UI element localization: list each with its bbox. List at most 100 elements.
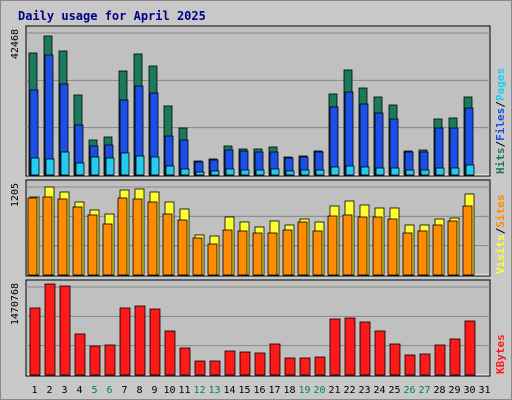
- day-label: 28: [433, 385, 445, 396]
- day-label: 18: [283, 385, 295, 396]
- bar-pages-day-6: [105, 157, 115, 176]
- bar-sites-day-16: [252, 232, 263, 276]
- bar-sites-day-8: [132, 198, 143, 276]
- bar-kbytes-day-3: [59, 285, 71, 376]
- bar-kbytes-day-22: [344, 317, 356, 376]
- day-label: 30: [463, 385, 475, 396]
- bar-files-day-24: [374, 112, 384, 176]
- bar-sites-day-21: [327, 215, 338, 276]
- bar-kbytes-day-12: [194, 360, 206, 376]
- bar-kbytes-day-21: [329, 318, 341, 376]
- day-label: 27: [418, 385, 430, 396]
- bar-pages-day-29: [450, 167, 460, 176]
- bar-kbytes-day-4: [74, 333, 86, 376]
- chart-title: Daily usage for April 2025: [18, 9, 206, 23]
- bar-sites-day-19: [297, 221, 308, 276]
- bar-pages-day-8: [135, 155, 145, 176]
- bar-sites-day-17: [267, 232, 278, 276]
- bar-pages-day-19: [300, 169, 310, 176]
- bar-pages-day-12: [195, 171, 205, 176]
- bar-pages-day-14: [225, 168, 235, 176]
- day-label: 13: [208, 385, 220, 396]
- bar-kbytes-day-13: [209, 360, 221, 376]
- legend-entry: /: [494, 141, 507, 148]
- bar-kbytes-day-11: [179, 347, 191, 376]
- bar-sites-day-3: [57, 198, 68, 276]
- bar-sites-day-30: [462, 205, 473, 276]
- bar-kbytes-day-30: [464, 320, 476, 376]
- bar-pages-day-30: [465, 164, 475, 176]
- bar-sites-day-15: [237, 230, 248, 276]
- day-label: 5: [91, 385, 97, 396]
- bar-kbytes-day-26: [404, 354, 416, 376]
- axis-max-label: 1470768: [10, 283, 21, 325]
- bar-sites-day-13: [207, 243, 218, 276]
- bar-kbytes-day-24: [374, 330, 386, 376]
- bar-kbytes-day-2: [44, 283, 56, 376]
- legend-entry: /: [494, 227, 507, 234]
- chart-panels: 42468 Hits/Files/Pages 1205 Visits/Sites 147…: [10, 25, 507, 377]
- series-pages: [30, 151, 475, 176]
- bar-kbytes-day-20: [314, 356, 326, 376]
- bar-sites-day-23: [357, 216, 368, 276]
- bar-sites-day-1: [27, 197, 38, 276]
- bar-sites-day-14: [222, 229, 233, 276]
- day-label: 12: [193, 385, 205, 396]
- bar-kbytes-day-10: [164, 330, 176, 376]
- bar-sites-day-6: [102, 223, 113, 276]
- bar-pages-day-27: [420, 169, 430, 176]
- panel-legend: Hits/Files/Pages: [494, 68, 507, 174]
- bar-sites-day-24: [372, 216, 383, 276]
- bar-pages-day-16: [255, 169, 265, 176]
- bar-pages-day-18: [285, 170, 295, 176]
- bar-kbytes-day-1: [29, 307, 41, 376]
- day-label: 19: [298, 385, 310, 396]
- bar-pages-day-20: [315, 169, 325, 176]
- bar-kbytes-day-5: [89, 345, 101, 376]
- day-label: 3: [61, 385, 67, 396]
- bar-pages-day-11: [180, 168, 190, 176]
- bar-files-day-25: [389, 118, 399, 176]
- bar-sites-day-28: [432, 224, 443, 276]
- bar-pages-day-4: [75, 162, 85, 176]
- bar-pages-day-24: [375, 167, 385, 176]
- bar-kbytes-day-9: [149, 308, 161, 376]
- day-label: 20: [313, 385, 325, 396]
- day-label: 22: [343, 385, 355, 396]
- bar-sites-day-22: [342, 214, 353, 276]
- legend-entry: Files: [494, 108, 507, 141]
- bar-kbytes-day-27: [419, 353, 431, 376]
- bar-kbytes-day-7: [119, 307, 131, 376]
- day-label: 2: [46, 385, 52, 396]
- bar-kbytes-day-8: [134, 305, 146, 376]
- bar-pages-day-9: [150, 156, 160, 176]
- panel-visits-sites: 1205 Visits/Sites: [10, 179, 507, 277]
- bar-kbytes-day-15: [239, 351, 251, 376]
- bar-pages-day-25: [390, 167, 400, 176]
- bar-pages-day-21: [330, 166, 340, 176]
- bar-pages-day-28: [435, 167, 445, 176]
- bar-sites-day-29: [447, 220, 458, 276]
- bar-sites-day-4: [72, 206, 83, 276]
- bar-pages-day-15: [240, 169, 250, 176]
- bar-pages-day-26: [405, 169, 415, 176]
- bar-files-day-21: [329, 106, 339, 176]
- day-label: 31: [478, 385, 490, 396]
- bar-sites-day-2: [42, 196, 53, 276]
- panel-hits-files-pages: 42468 Hits/Files/Pages: [10, 25, 507, 177]
- bar-files-day-23: [359, 103, 369, 176]
- axis-max-label: 1205: [10, 183, 21, 207]
- bar-pages-day-23: [360, 166, 370, 176]
- bar-kbytes-day-19: [299, 357, 311, 376]
- panel-legend: Visits/Sites: [494, 195, 507, 275]
- bar-sites-day-10: [162, 213, 173, 276]
- bar-pages-day-17: [270, 168, 280, 176]
- day-label: 14: [223, 385, 235, 396]
- legend-entry: Visits: [494, 234, 507, 274]
- day-label: 6: [106, 385, 112, 396]
- series-sites: [27, 196, 473, 276]
- bar-pages-day-10: [165, 165, 175, 176]
- bar-kbytes-day-25: [389, 343, 401, 376]
- axis-max-label: 42468: [10, 29, 21, 59]
